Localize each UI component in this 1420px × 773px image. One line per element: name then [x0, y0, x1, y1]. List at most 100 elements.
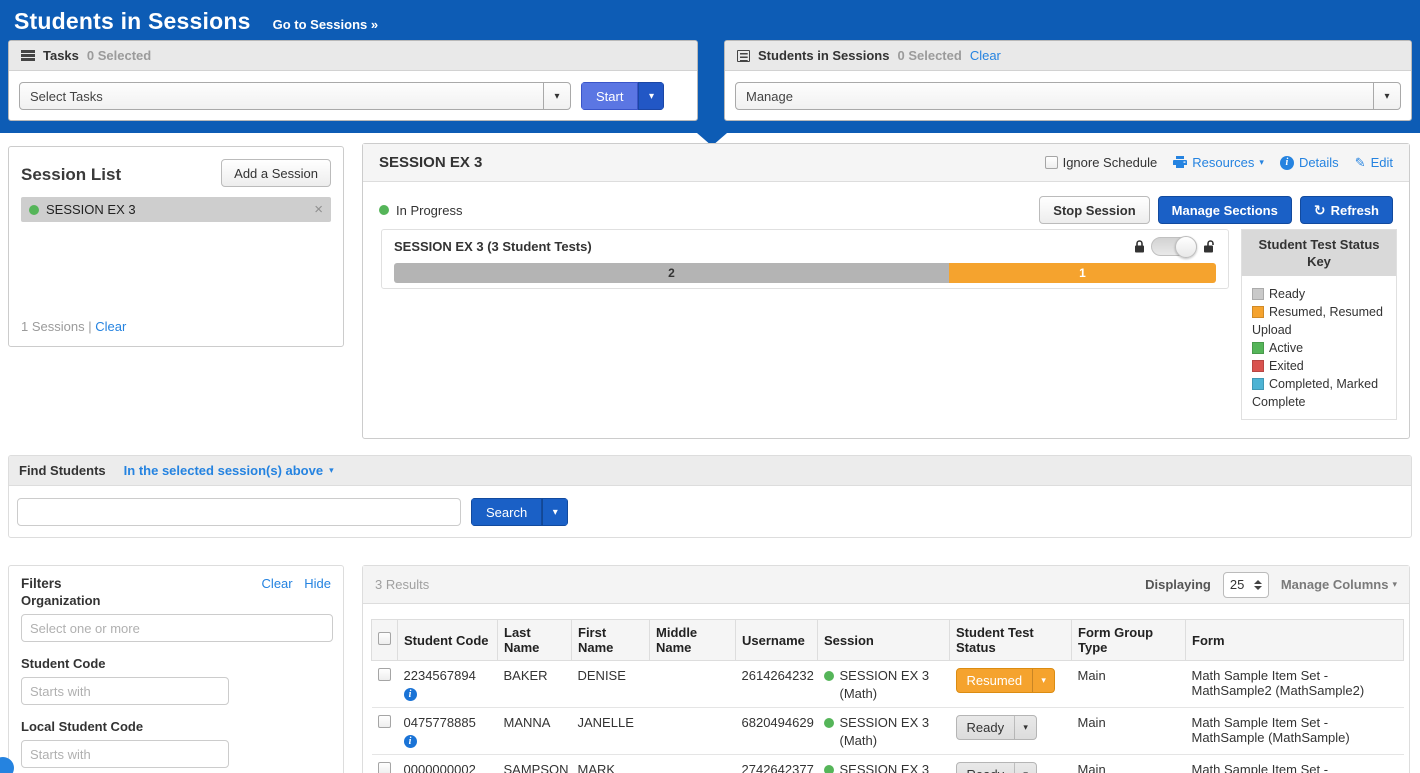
- col-session[interactable]: Session: [817, 619, 950, 661]
- status-button-label: Ready: [966, 720, 1005, 735]
- session-subject-value: (Math): [839, 733, 878, 748]
- status-button-caret-icon[interactable]: ▾: [1014, 716, 1036, 739]
- unlock-icon: [1204, 240, 1214, 253]
- ignore-schedule-checkbox[interactable]: [1044, 156, 1058, 169]
- session-count: 1 Sessions: [21, 319, 85, 334]
- results-count: 3 Results: [375, 577, 430, 592]
- session-status-text: In Progress: [396, 202, 463, 218]
- col-first-name[interactable]: First Name: [571, 619, 650, 661]
- pencil-icon: ✎: [1354, 154, 1366, 170]
- col-student-code[interactable]: Student Code: [397, 619, 498, 661]
- col-middle-name[interactable]: Middle Name: [649, 619, 736, 661]
- middle-name-value: [649, 754, 736, 773]
- first-name-value: MARK: [571, 754, 650, 773]
- find-students-label: Find Students: [19, 463, 106, 478]
- page-size-value: 25: [1229, 577, 1245, 592]
- organization-filter-input[interactable]: [21, 614, 333, 642]
- chevron-down-icon[interactable]: ▾: [1373, 83, 1400, 109]
- resources-label: Resources: [1192, 155, 1255, 170]
- manage-dropdown[interactable]: Manage ▾: [735, 82, 1401, 110]
- status-button-caret-icon[interactable]: ▾: [1014, 763, 1036, 773]
- student-test-status-button[interactable]: Ready ▾: [955, 715, 1038, 740]
- col-form-group-type[interactable]: Form Group Type: [1071, 619, 1186, 661]
- toggle-knob[interactable]: [1175, 236, 1197, 258]
- filter-label-organization: Organization: [21, 593, 101, 608]
- session-subject-value: (Math): [839, 686, 878, 701]
- row-checkbox[interactable]: [378, 668, 391, 681]
- status-key-entry: Resumed, Resumed Upload: [1252, 305, 1383, 337]
- middle-name-value: [649, 707, 736, 755]
- col-username[interactable]: Username: [735, 619, 818, 661]
- student-info-icon[interactable]: i: [403, 688, 417, 701]
- student-info-icon[interactable]: i: [403, 735, 417, 748]
- search-caret-icon[interactable]: ▾: [542, 498, 569, 526]
- results-table: Student Code Last Name First Name Middle…: [371, 619, 1404, 773]
- refresh-label: Refresh: [1330, 202, 1379, 218]
- col-last-name[interactable]: Last Name: [497, 619, 572, 661]
- manage-columns-label: Manage Columns: [1280, 577, 1389, 592]
- col-student-test-status[interactable]: Student Test Status: [949, 619, 1072, 661]
- row-checkbox[interactable]: [378, 762, 391, 773]
- col-form[interactable]: Form: [1185, 619, 1404, 661]
- search-scope-dropdown[interactable]: In the selected session(s) above ▾: [124, 463, 334, 478]
- resources-caret-icon: ▾: [1259, 157, 1264, 167]
- manage-sections-button[interactable]: Manage Sections: [1157, 196, 1292, 224]
- page-size-select[interactable]: 25: [1222, 571, 1269, 598]
- student-code-filter-input[interactable]: [21, 677, 229, 705]
- row-checkbox[interactable]: [378, 715, 391, 728]
- lock-icon: [1135, 240, 1144, 253]
- student-test-status-button[interactable]: Ready ▾: [955, 762, 1038, 773]
- start-button[interactable]: Start: [581, 82, 639, 110]
- select-tasks-dropdown[interactable]: Select Tasks ▾: [19, 82, 571, 110]
- students-clear-link[interactable]: Clear: [969, 48, 1001, 63]
- panel-pointer-notch: [697, 133, 727, 146]
- username-value: 6820494629: [735, 707, 818, 755]
- tasks-panel: Tasks 0 Selected Select Tasks ▾ Start ▾: [8, 40, 698, 121]
- first-name-value: JANELLE: [571, 707, 650, 755]
- start-caret-icon[interactable]: ▾: [638, 82, 665, 110]
- ignore-schedule-control[interactable]: Ignore Schedule: [1044, 155, 1158, 170]
- select-all-checkbox[interactable]: [378, 632, 391, 645]
- go-to-sessions-link[interactable]: Go to Sessions »: [272, 17, 379, 32]
- ignore-schedule-label: Ignore Schedule: [1062, 155, 1158, 170]
- search-button[interactable]: Search: [471, 498, 543, 526]
- progress-segment: 2: [394, 263, 949, 283]
- session-name-value: SESSION EX 3: [839, 715, 930, 730]
- results-tbody: 2234567894 i BAKER DENISE 2614264232 SES…: [371, 660, 1404, 773]
- status-key-swatch: [1252, 288, 1264, 300]
- remove-session-icon[interactable]: ×: [314, 201, 323, 218]
- session-list-item[interactable]: SESSION EX 3 ×: [21, 197, 331, 222]
- tasks-icon: [21, 50, 35, 61]
- stop-session-button[interactable]: Stop Session: [1039, 196, 1150, 224]
- status-key-entry: Completed, Marked Complete: [1252, 377, 1379, 409]
- add-session-button[interactable]: Add a Session: [221, 159, 331, 187]
- manage-columns-menu[interactable]: Manage Columns ▾: [1281, 577, 1397, 592]
- username-value: 2614264232: [735, 660, 818, 708]
- refresh-button[interactable]: ↻ Refresh: [1299, 196, 1393, 224]
- status-button-caret-icon[interactable]: ▾: [1032, 669, 1054, 692]
- form-group-type-value: Main: [1071, 707, 1186, 755]
- info-icon: i: [1279, 155, 1294, 170]
- footer-separator: |: [88, 319, 92, 334]
- first-name-value: DENISE: [571, 660, 650, 708]
- filters-panel: Filters Clear Hide Organization Student …: [8, 565, 344, 773]
- page-title: Students in Sessions: [14, 8, 251, 34]
- corner-help-icon[interactable]: [0, 757, 14, 773]
- form-value: Math Sample Item Set - MathSample (MathS…: [1185, 707, 1404, 755]
- session-status-dot: [823, 717, 834, 728]
- resources-menu[interactable]: Resources ▾: [1173, 155, 1264, 170]
- displaying-label: Displaying: [1145, 577, 1211, 592]
- chevron-down-icon[interactable]: ▾: [543, 83, 570, 109]
- filters-clear-link[interactable]: Clear: [261, 576, 293, 591]
- find-students-search-input[interactable]: [17, 498, 461, 526]
- session-list-clear-link[interactable]: Clear: [95, 319, 127, 334]
- edit-link[interactable]: ✎ Edit: [1355, 155, 1393, 171]
- status-key-panel: Student Test Status Key Ready Resumed, Re…: [1241, 229, 1397, 420]
- local-student-code-filter-input[interactable]: [21, 740, 229, 768]
- student-test-status-button[interactable]: Resumed ▾: [955, 668, 1056, 693]
- filters-hide-link[interactable]: Hide: [304, 576, 331, 591]
- details-link[interactable]: i Details: [1279, 155, 1339, 170]
- session-lock-toggle[interactable]: [1151, 236, 1197, 258]
- table-header-row: Student Code Last Name First Name Middle…: [371, 619, 1404, 661]
- status-key-swatch: [1252, 378, 1264, 390]
